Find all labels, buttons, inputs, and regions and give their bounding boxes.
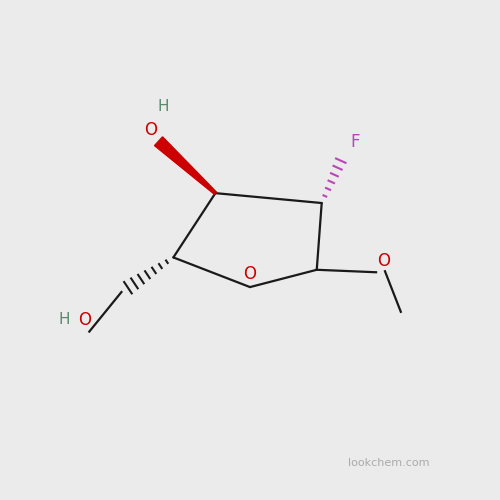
Text: O: O	[244, 265, 256, 283]
Polygon shape	[154, 137, 216, 194]
Text: H: H	[158, 99, 169, 114]
Text: lookchem.com: lookchem.com	[348, 458, 429, 468]
Text: O: O	[78, 311, 91, 329]
Text: O: O	[378, 252, 390, 270]
Text: F: F	[350, 133, 360, 151]
Text: H: H	[58, 312, 70, 326]
Text: O: O	[144, 120, 158, 138]
